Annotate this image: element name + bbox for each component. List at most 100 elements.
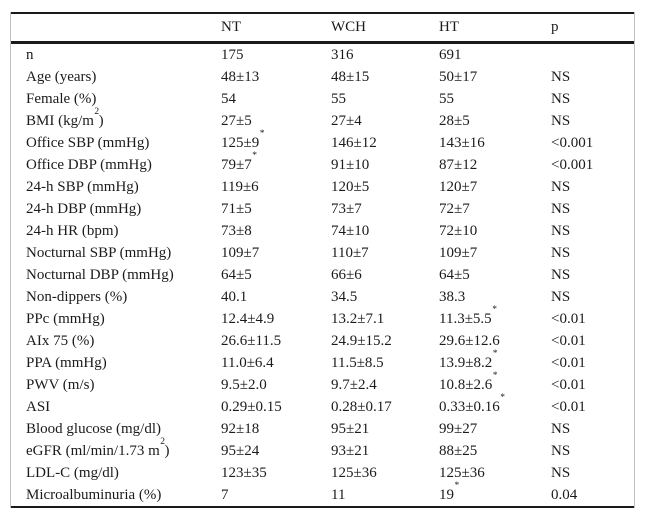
clinical-characteristics-table: NT WCH HT p n 175 316 691 Age (years) 48±13 48…: [10, 12, 635, 508]
cell-wch: 73±7: [331, 200, 362, 217]
superscript-marker: 2: [94, 107, 100, 118]
cell-ht: 143±16: [439, 134, 485, 151]
cell-wch: 0.28±0.17: [331, 398, 392, 415]
cell-p: NS: [551, 112, 571, 129]
cell-ht: 38.3: [439, 288, 466, 305]
cell-wch: 66±6: [331, 266, 362, 283]
table-body: n 175 316 691 Age (years) 48±13 48±15 50±17 NS Fe…: [11, 43, 634, 508]
superscript-marker: *: [500, 393, 505, 404]
cell-wch: 27±4: [331, 112, 362, 129]
row-label: LDL-C (mg/dl): [26, 464, 119, 481]
cell-ht: 10.8±2.6*: [439, 371, 498, 393]
table-row: PPc (mmHg) 12.4±4.9 13.2±7.1 11.3±5.5* <0.01: [11, 305, 634, 330]
row-label: Nocturnal DBP (mmHg): [26, 266, 174, 283]
table-row: Blood glucose (mg/dl) 92±18 95±21 99±27 NS: [11, 418, 634, 440]
column-header-ht: HT: [439, 13, 551, 44]
cell-nt: 40.1: [221, 288, 248, 305]
table-row: Office DBP (mmHg) 79±7* 91±10 87±12 <0.001: [11, 151, 634, 176]
table-row: n 175 316 691: [11, 43, 634, 67]
table-row: Non-dippers (%) 40.1 34.5 38.3 NS: [11, 286, 634, 308]
row-label: PWV (m/s): [26, 376, 95, 393]
row-label: eGFR (ml/min/1.73 m2): [26, 437, 170, 459]
cell-ht: 13.9±8.2*: [439, 349, 498, 371]
cell-p: NS: [551, 288, 571, 305]
cell-nt: 12.4±4.9: [221, 310, 275, 327]
cell-ht: 72±10: [439, 222, 478, 239]
cell-wch: 48±15: [331, 68, 370, 85]
cell-ht: 109±7: [439, 244, 478, 261]
cell-nt: 26.6±11.5: [221, 332, 282, 349]
superscript-marker: *: [259, 129, 265, 140]
table-row: 24-h SBP (mmHg) 119±6 120±5 120±7 NS: [11, 176, 634, 198]
cell-p: <0.01: [551, 310, 586, 327]
row-label: PPc (mmHg): [26, 310, 105, 327]
cell-p: <0.01: [551, 332, 586, 349]
row-label: AIx 75 (%): [26, 332, 95, 349]
cell-ht: 691: [439, 46, 462, 63]
superscript-marker: 2: [160, 437, 166, 448]
cell-p: <0.01: [551, 354, 586, 371]
cell-wch: 146±12: [331, 134, 377, 151]
cell-wch: 95±21: [331, 420, 370, 437]
cell-wch: 11: [331, 486, 346, 503]
row-label: Microalbuminuria (%): [26, 486, 162, 503]
column-header-nt: NT: [221, 13, 331, 44]
table-row: eGFR (ml/min/1.73 m2) 95±24 93±21 88±25 NS: [11, 437, 634, 462]
row-label: Nocturnal SBP (mmHg): [26, 244, 172, 261]
cell-p: NS: [551, 244, 571, 261]
cell-ht: 0.33±0.16*: [439, 393, 505, 415]
table-row: BMI (kg/m2) 27±5 27±4 28±5 NS: [11, 107, 634, 132]
cell-nt: 9.5±2.0: [221, 376, 267, 393]
row-label: 24-h HR (bpm): [26, 222, 119, 239]
cell-p: <0.001: [551, 156, 594, 173]
cell-ht: 72±7: [439, 200, 470, 217]
column-header-empty: [11, 13, 221, 44]
cell-wch: 9.7±2.4: [331, 376, 377, 393]
cell-nt: 73±8: [221, 222, 252, 239]
row-label: 24-h SBP (mmHg): [26, 178, 139, 195]
superscript-marker: *: [454, 481, 460, 492]
cell-ht: 87±12: [439, 156, 478, 173]
cell-ht: 11.3±5.5*: [439, 305, 497, 327]
cell-wch: 120±5: [331, 178, 370, 195]
cell-p: <0.01: [551, 398, 586, 415]
cell-ht: 99±27: [439, 420, 478, 437]
cell-nt: 7: [221, 486, 229, 503]
cell-ht: 88±25: [439, 442, 478, 459]
cell-p: NS: [551, 266, 571, 283]
cell-ht: 29.6±12.6: [439, 332, 500, 349]
cell-ht: 28±5: [439, 112, 470, 129]
cell-nt: 79±7*: [221, 151, 257, 173]
table-row: Female (%) 54 55 55 NS: [11, 88, 634, 110]
cell-nt: 92±18: [221, 420, 260, 437]
row-label: n: [26, 46, 34, 63]
cell-p: NS: [551, 222, 571, 239]
cell-wch: 24.9±15.2: [331, 332, 392, 349]
data-table: NT WCH HT p n 175 316 691 Age (years) 48±13 48…: [11, 12, 634, 508]
cell-p: NS: [551, 68, 571, 85]
cell-nt: 123±35: [221, 464, 267, 481]
cell-p: NS: [551, 178, 571, 195]
table-row: 24-h DBP (mmHg) 71±5 73±7 72±7 NS: [11, 198, 634, 220]
cell-nt: 0.29±0.15: [221, 398, 282, 415]
row-label: Female (%): [26, 90, 97, 107]
cell-p: 0.04: [551, 486, 578, 503]
row-label: Office DBP (mmHg): [26, 156, 152, 173]
cell-ht: 50±17: [439, 68, 478, 85]
row-label: ASI: [26, 398, 51, 415]
cell-nt: 119±6: [221, 178, 259, 195]
table-row: Age (years) 48±13 48±15 50±17 NS: [11, 66, 634, 88]
cell-nt: 11.0±6.4: [221, 354, 274, 371]
header-row: NT WCH HT p: [11, 13, 634, 44]
cell-wch: 74±10: [331, 222, 370, 239]
cell-nt: 125±9*: [221, 129, 265, 151]
table-row: 24-h HR (bpm) 73±8 74±10 72±10 NS: [11, 220, 634, 242]
row-label: Office SBP (mmHg): [26, 134, 150, 151]
table-row: LDL-C (mg/dl) 123±35 125±36 125±36 NS: [11, 462, 634, 484]
table-row: Office SBP (mmHg) 125±9* 146±12 143±16 <0.00…: [11, 129, 634, 154]
cell-nt: 109±7: [221, 244, 260, 261]
superscript-marker: *: [492, 305, 497, 316]
column-header-wch: WCH: [331, 13, 439, 44]
row-label: Blood glucose (mg/dl): [26, 420, 161, 437]
superscript-marker: *: [252, 151, 257, 162]
